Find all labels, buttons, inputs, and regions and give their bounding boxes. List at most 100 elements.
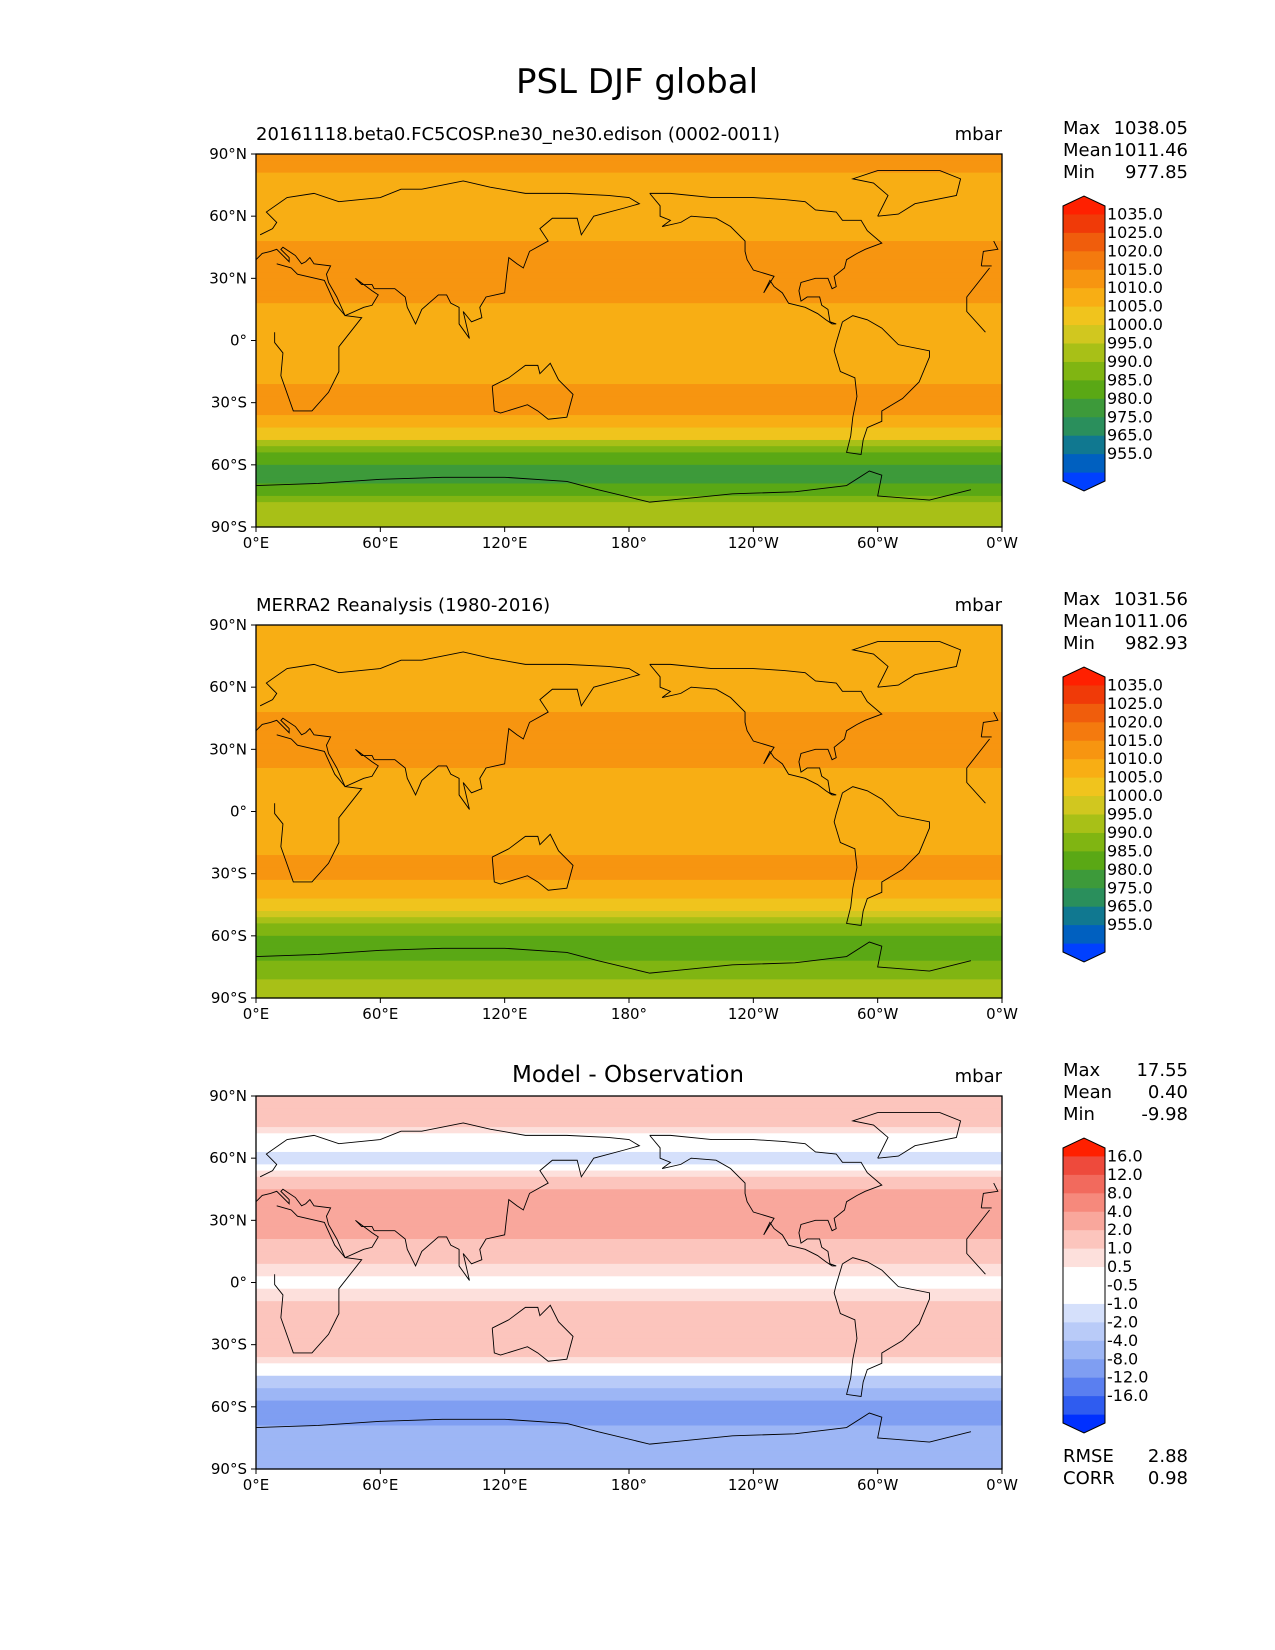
lat-band: [256, 1369, 1002, 1377]
lat-band: [256, 1456, 1002, 1464]
panel-reference: 0°E 60°E 120°E 180° 120°W 60°W 0°W 90°N 60°N 30°N…: [209, 589, 1188, 1023]
lat-band: [256, 303, 1002, 311]
colorbar-cell: [1063, 1322, 1105, 1342]
lat-band: [256, 1381, 1002, 1389]
lat-band: [256, 898, 1002, 906]
lat-band: [256, 1263, 1002, 1271]
lat-band: [256, 749, 1002, 757]
colorbar-tick-label: 8.0: [1107, 1183, 1132, 1202]
colorbar-tick-label: 965.0: [1107, 426, 1153, 445]
panel-test: 0°E 60°E 120°E 180° 120°W 60°W 0°W 90°N 60°N 30°N…: [209, 118, 1188, 552]
lat-band: [256, 1276, 1002, 1284]
colorbar-cell: [1063, 1267, 1105, 1286]
lat-band: [256, 960, 1002, 968]
lat-band: [256, 736, 1002, 744]
lat-band: [256, 662, 1002, 670]
x-tick-label: 60°E: [362, 1005, 398, 1023]
lat-band: [256, 371, 1002, 379]
lat-band: [256, 1220, 1002, 1228]
coastline: [274, 263, 990, 412]
panel-difference-title: Model - Observation: [512, 1062, 744, 1088]
colorbar-cell: [1063, 306, 1105, 326]
y-tick-label: 0°: [230, 1274, 247, 1292]
lat-band: [256, 680, 1002, 688]
lat-band: [256, 265, 1002, 273]
colorbar-outline: [1062, 195, 1106, 492]
lat-band: [256, 471, 1002, 478]
colorbar-cell: [1063, 703, 1105, 723]
lat-band: [256, 767, 1002, 775]
lat-band: [256, 923, 1002, 931]
panel-difference-colorbar: 16.012.08.04.02.01.00.5-0.5-1.0-2.0-4.0-…: [1062, 1137, 1148, 1434]
coastline: [255, 1412, 972, 1445]
colorbar-cell: [1063, 232, 1105, 252]
lat-band: [256, 1388, 1002, 1395]
lat-band: [256, 458, 1002, 466]
lat-band: [256, 259, 1002, 267]
lat-band: [256, 439, 1002, 447]
colorbar-tick-label: 1035.0: [1107, 204, 1163, 223]
figure-title: PSL DJF global: [516, 62, 758, 102]
lat-band: [256, 508, 1002, 516]
lat-band: [256, 649, 1002, 657]
x-tick-label: 120°E: [482, 1476, 528, 1494]
lat-band: [256, 166, 1002, 174]
colorbar-cell: [1063, 832, 1105, 852]
stat-mean-value: 1011.46: [1114, 140, 1188, 161]
lat-band: [256, 1238, 1002, 1246]
coastline: [491, 833, 574, 891]
lat-band: [256, 483, 1002, 491]
colorbar-cell: [1063, 1359, 1105, 1379]
stat-max-label: Max: [1063, 118, 1101, 139]
colorbar-tick-label: 2.0: [1107, 1220, 1132, 1239]
colorbar-cell: [1063, 1285, 1105, 1305]
lat-band: [256, 1245, 1002, 1253]
x-tick-label: 60°E: [362, 534, 398, 552]
lat-band: [256, 1164, 1002, 1172]
lat-band: [256, 892, 1002, 900]
colorbar-tick-label: 1010.0: [1107, 278, 1163, 297]
map-difference: 0°E 60°E 120°E 180° 120°W 60°W 0°W 90°N 60°N 30°N…: [209, 1087, 1018, 1494]
lat-band: [256, 1326, 1002, 1333]
colorbar-tick-label: 955.0: [1107, 915, 1153, 934]
y-tick-label: 90°S: [211, 989, 247, 1007]
lat-band: [256, 352, 1002, 360]
lat-band: [256, 222, 1002, 230]
colorbar-cell: [1063, 269, 1105, 289]
y-tick-label: 30°S: [211, 865, 247, 883]
y-tick-label: 0°: [230, 332, 247, 350]
lat-band: [256, 1431, 1002, 1439]
colorbar-extend-min: [1063, 943, 1105, 962]
lat-band: [256, 421, 1002, 429]
y-tick-label: 30°N: [209, 740, 247, 758]
panel-test-title: 20161118.beta0.FC5COSP.ne30_ne30.edison …: [256, 124, 780, 145]
coastline: [274, 734, 990, 883]
lat-band: [256, 991, 1002, 999]
y-tick-label: 30°S: [211, 394, 247, 412]
lat-band: [256, 1413, 1002, 1420]
y-tick-label: 30°N: [209, 1211, 247, 1229]
coastline: [274, 1205, 990, 1354]
colorbar-tick-label: -8.0: [1107, 1349, 1138, 1368]
stat-max-label: Max: [1063, 589, 1101, 610]
lat-band: [256, 973, 1002, 980]
lat-band: [256, 209, 1002, 217]
lat-band: [256, 942, 1002, 949]
colorbar-extend-min: [1063, 1414, 1105, 1433]
lat-band: [256, 359, 1002, 366]
colorbar-tick-label: 1035.0: [1107, 675, 1163, 694]
y-tick-label: 60°S: [211, 1398, 247, 1416]
panel-difference: 0°E 60°E 120°E 180° 120°W 60°W 0°W 90°N 60°N 30°N…: [209, 1060, 1188, 1494]
colorbar-extend-max: [1063, 1138, 1105, 1157]
y-tick-label: 60°N: [209, 207, 247, 225]
lat-band: [256, 390, 1002, 398]
lat-band: [256, 340, 1002, 348]
x-tick-label: 0°E: [243, 534, 270, 552]
lat-band: [256, 1375, 1002, 1383]
colorbar-cell: [1063, 417, 1105, 437]
colorbar-cell: [1063, 380, 1105, 400]
coastline: [851, 170, 962, 217]
lat-band: [256, 848, 1002, 856]
lat-band: [256, 377, 1002, 385]
colorbar-cell: [1063, 398, 1105, 418]
